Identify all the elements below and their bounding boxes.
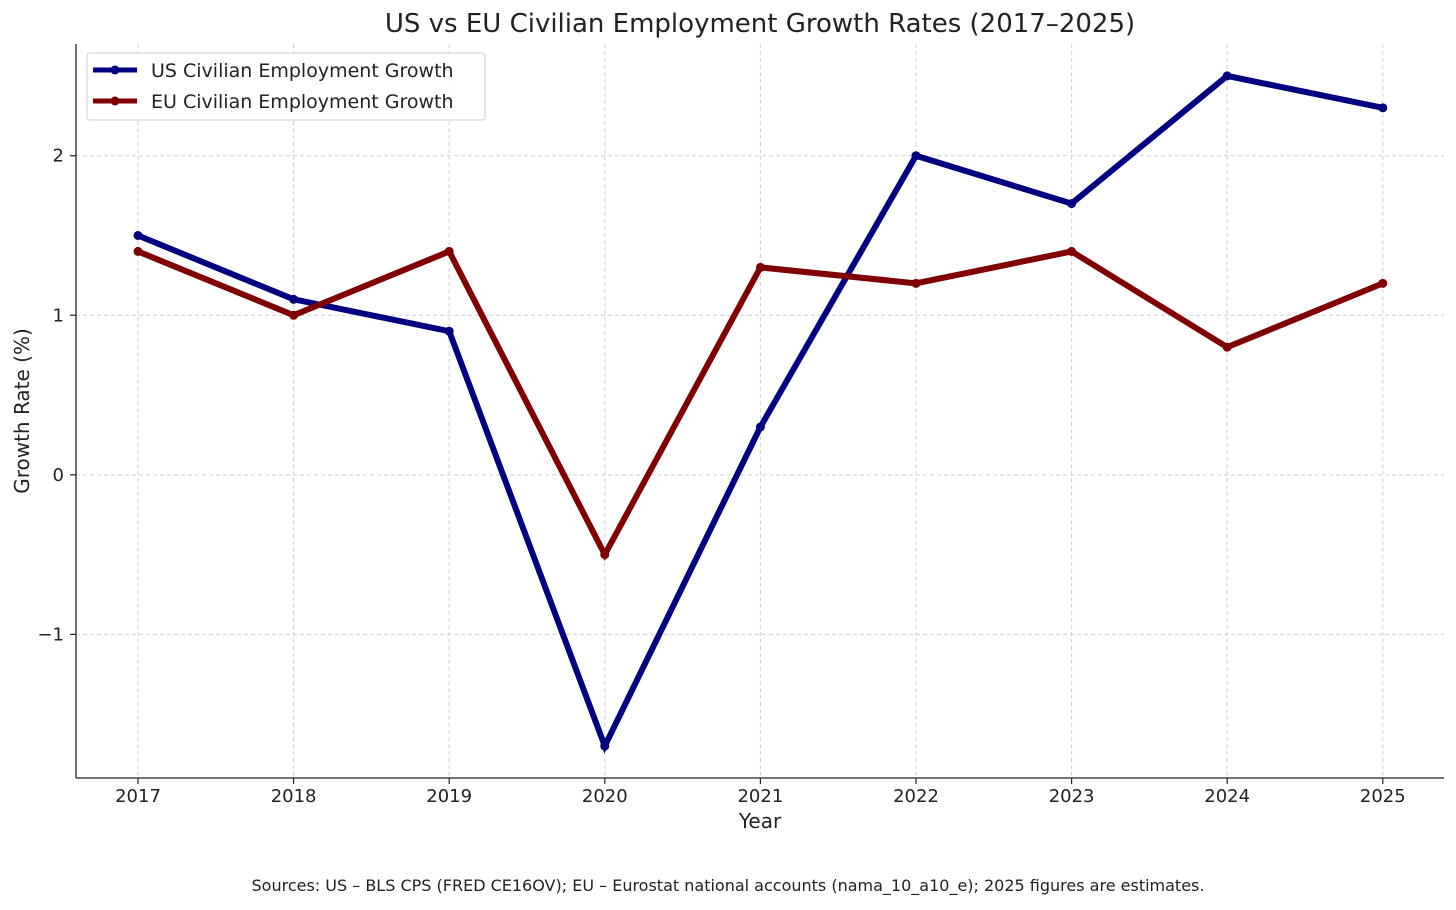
x-ticks: 2017 2018 2019 2020 2021 2022 2023 2024 2025 (115, 778, 1406, 807)
y-tick-label: 0 (53, 465, 64, 486)
data-point-us (755, 422, 765, 432)
data-point-us (444, 326, 454, 336)
x-tick-label: 2021 (737, 786, 783, 807)
x-tick-label: 2019 (426, 786, 472, 807)
data-point-eu (1222, 342, 1232, 352)
data-point-us (289, 294, 299, 304)
data-point-eu (755, 262, 765, 272)
data-point-eu (1067, 246, 1077, 256)
x-tick-label: 2018 (271, 786, 317, 807)
data-point-eu (600, 550, 610, 560)
data-point-eu (1378, 278, 1388, 288)
data-point-eu (289, 310, 299, 320)
grid (76, 44, 1444, 778)
data-point-us (1222, 71, 1232, 81)
data-point-us (911, 151, 921, 161)
chart-title: US vs EU Civilian Employment Growth Rate… (385, 9, 1135, 39)
source-footnote: Sources: US – BLS CPS (FRED CE16OV); EU … (251, 876, 1205, 895)
x-axis-label: Year (738, 809, 782, 833)
x-tick-label: 2022 (893, 786, 939, 807)
y-ticks: −1 0 1 2 (37, 146, 76, 645)
data-point-eu (133, 246, 143, 256)
legend-marker-us (110, 65, 120, 75)
legend-box (86, 52, 486, 121)
legend: US Civilian Employment Growth EU Civilia… (86, 52, 486, 121)
line-chart: US vs EU Civilian Employment Growth Rate… (10, 9, 1444, 833)
legend-marker-eu (110, 96, 120, 106)
x-tick-label: 2025 (1360, 786, 1406, 807)
y-axis-label: Growth Rate (%) (10, 328, 34, 494)
data-point-eu (911, 278, 921, 288)
x-tick-label: 2023 (1049, 786, 1095, 807)
data-point-us (133, 230, 143, 240)
legend-label-us: US Civilian Employment Growth (151, 60, 454, 82)
x-tick-label: 2024 (1204, 786, 1250, 807)
data-point-us (600, 741, 610, 751)
x-tick-label: 2020 (582, 786, 628, 807)
y-tick-label: 2 (53, 146, 64, 167)
data-point-us (1378, 103, 1388, 113)
series-group (133, 71, 1388, 754)
y-tick-label: 1 (53, 305, 64, 326)
data-point-us (1067, 199, 1077, 209)
data-point-eu (444, 246, 454, 256)
y-tick-label: −1 (37, 624, 64, 645)
x-tick-label: 2017 (115, 786, 161, 807)
legend-label-eu: EU Civilian Employment Growth (151, 91, 454, 113)
